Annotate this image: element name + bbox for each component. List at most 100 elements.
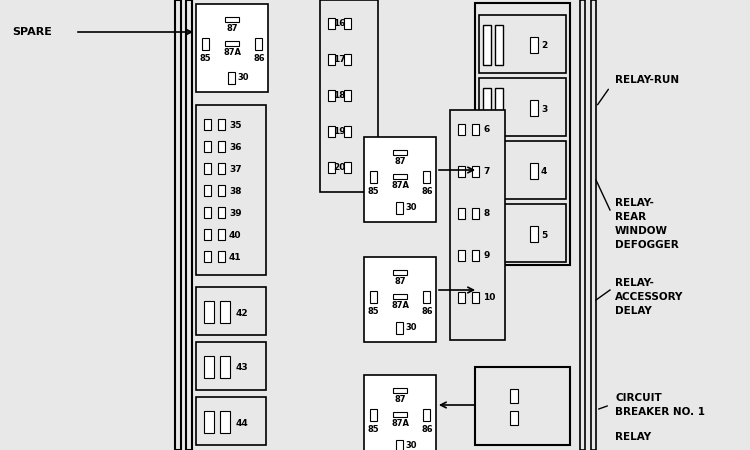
Bar bbox=[393, 174, 407, 179]
Text: SPARE: SPARE bbox=[12, 27, 52, 37]
Bar bbox=[328, 126, 335, 137]
Bar bbox=[396, 440, 403, 450]
Text: 20: 20 bbox=[333, 162, 345, 171]
Text: 2: 2 bbox=[541, 41, 548, 50]
Bar bbox=[479, 204, 566, 262]
Bar bbox=[483, 151, 491, 191]
Bar bbox=[530, 163, 538, 179]
Bar bbox=[475, 3, 570, 265]
Bar bbox=[204, 119, 211, 130]
Bar bbox=[196, 4, 268, 92]
Bar bbox=[495, 25, 503, 65]
Text: DEFOGGER: DEFOGGER bbox=[615, 240, 679, 250]
Bar bbox=[204, 411, 214, 433]
Bar bbox=[580, 0, 585, 450]
Bar bbox=[218, 185, 225, 196]
Text: 87A: 87A bbox=[391, 301, 409, 310]
Bar bbox=[220, 411, 230, 433]
Bar bbox=[530, 226, 538, 242]
Text: 6: 6 bbox=[483, 126, 489, 135]
Bar bbox=[344, 126, 351, 137]
Bar bbox=[204, 229, 211, 240]
Text: RELAY-: RELAY- bbox=[615, 198, 654, 208]
Text: 9: 9 bbox=[483, 252, 489, 261]
Text: 87A: 87A bbox=[391, 419, 409, 428]
Text: WINDOW: WINDOW bbox=[615, 226, 668, 236]
Bar bbox=[530, 37, 538, 53]
Text: 86: 86 bbox=[422, 425, 433, 434]
Bar bbox=[591, 0, 596, 450]
Bar bbox=[328, 18, 335, 29]
Bar bbox=[472, 166, 479, 177]
Bar bbox=[483, 214, 491, 254]
Bar bbox=[495, 214, 503, 254]
Bar bbox=[364, 257, 436, 342]
Text: 30: 30 bbox=[237, 73, 248, 82]
Text: 85: 85 bbox=[368, 187, 379, 196]
Text: 8: 8 bbox=[483, 210, 489, 219]
Text: 16: 16 bbox=[333, 18, 345, 27]
Text: 86: 86 bbox=[422, 187, 433, 196]
Bar bbox=[218, 163, 225, 174]
Text: 37: 37 bbox=[229, 165, 242, 174]
Text: 7: 7 bbox=[483, 167, 489, 176]
Text: BREAKER NO. 1: BREAKER NO. 1 bbox=[615, 407, 705, 417]
Bar bbox=[225, 41, 239, 46]
Bar bbox=[196, 287, 266, 335]
Text: 5: 5 bbox=[541, 230, 548, 239]
Bar bbox=[530, 100, 538, 116]
Bar bbox=[204, 141, 211, 152]
Bar bbox=[472, 292, 479, 303]
Bar bbox=[328, 162, 335, 173]
Bar bbox=[370, 409, 377, 421]
Bar bbox=[510, 411, 518, 425]
Bar bbox=[218, 207, 225, 218]
Text: 42: 42 bbox=[236, 309, 248, 318]
Text: 87: 87 bbox=[394, 395, 406, 404]
Text: 40: 40 bbox=[229, 230, 242, 239]
Bar bbox=[202, 38, 209, 50]
Bar bbox=[370, 171, 377, 183]
Text: 3: 3 bbox=[541, 104, 548, 113]
Bar bbox=[344, 18, 351, 29]
Text: 87: 87 bbox=[226, 24, 238, 33]
Bar bbox=[204, 301, 214, 323]
Text: 30: 30 bbox=[405, 203, 416, 212]
Bar bbox=[186, 0, 192, 450]
Text: 19: 19 bbox=[333, 126, 345, 135]
Bar bbox=[483, 25, 491, 65]
Bar bbox=[396, 322, 403, 334]
Bar bbox=[393, 294, 407, 299]
Bar bbox=[218, 119, 225, 130]
Text: CIRCUIT: CIRCUIT bbox=[615, 393, 662, 403]
Bar bbox=[218, 141, 225, 152]
Bar bbox=[218, 251, 225, 262]
Bar bbox=[225, 17, 239, 22]
Text: 86: 86 bbox=[254, 54, 265, 63]
Bar bbox=[370, 291, 377, 303]
Text: 85: 85 bbox=[200, 54, 211, 63]
Bar bbox=[328, 90, 335, 101]
Bar bbox=[483, 88, 491, 128]
Bar bbox=[423, 171, 430, 183]
Bar bbox=[196, 342, 266, 390]
Text: 85: 85 bbox=[368, 425, 379, 434]
Text: 87: 87 bbox=[394, 277, 406, 286]
Bar bbox=[472, 250, 479, 261]
Bar bbox=[204, 251, 211, 262]
Text: 41: 41 bbox=[229, 252, 242, 261]
Bar bbox=[320, 0, 378, 192]
Bar bbox=[344, 90, 351, 101]
Bar bbox=[220, 356, 230, 378]
Bar bbox=[458, 292, 465, 303]
Bar bbox=[196, 105, 266, 275]
Text: ACCESSORY: ACCESSORY bbox=[615, 292, 683, 302]
Bar bbox=[364, 137, 436, 222]
Text: 30: 30 bbox=[405, 441, 416, 450]
Text: 30: 30 bbox=[405, 323, 416, 332]
Text: 38: 38 bbox=[229, 186, 242, 195]
Bar bbox=[218, 229, 225, 240]
Text: 4: 4 bbox=[541, 167, 548, 176]
Bar bbox=[479, 141, 566, 199]
Text: 86: 86 bbox=[422, 307, 433, 316]
